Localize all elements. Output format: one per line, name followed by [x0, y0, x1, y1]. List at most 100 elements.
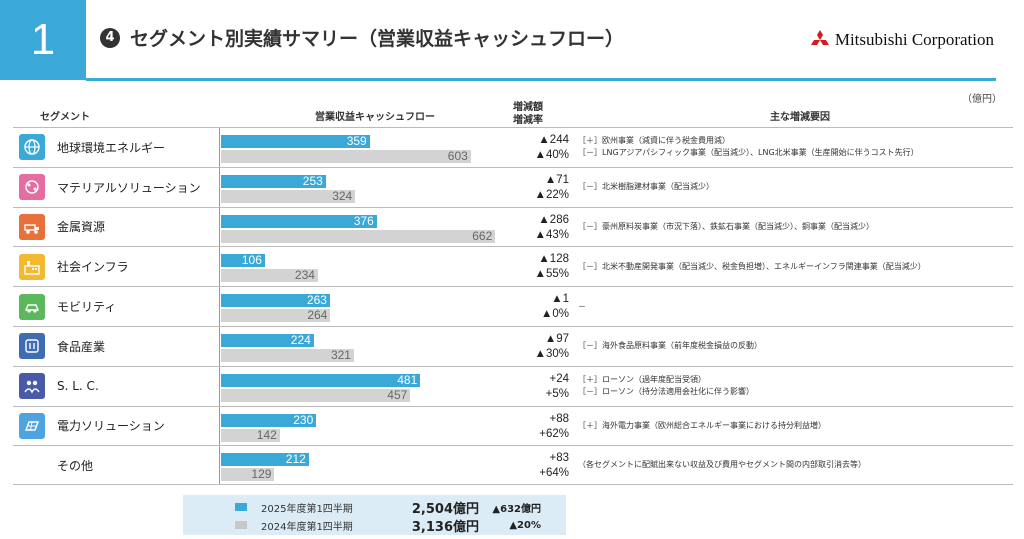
- bar-current: 230: [221, 413, 317, 427]
- legend-label-previous: 2024年度第1四半期: [261, 521, 353, 533]
- legend-swatch-previous: [235, 521, 247, 529]
- factor-line: ［－］北米不動産開発事業（配当減少、税金負担増）、エネルギーインフラ関連事業（配…: [578, 261, 926, 271]
- factor-line: ［－］北米樹脂建材事業（配当減少）: [578, 182, 714, 192]
- segment-table: 地球環境エネルギー 359 603 ▲244 ▲40% ［＋］欧州事業（減資に伴う税金費用…: [13, 127, 1013, 486]
- column-header-cashflow: 営業収益キャッシュフロー: [315, 112, 435, 123]
- bar-value-label: 263: [306, 293, 327, 308]
- table-row: 地球環境エネルギー 359 603 ▲244 ▲40% ［＋］欧州事業（減資に伴う税金費用…: [13, 127, 1013, 167]
- bar-previous: 142: [221, 428, 280, 442]
- factors-cell: －: [578, 287, 1008, 326]
- table-row: 食品産業 224 321 ▲97 ▲30% ［－］海外食品原料事業（前年度税金損益の反動）: [13, 326, 1013, 366]
- bar-value-label: 324: [332, 188, 353, 203]
- segment-name: モビリティ: [57, 300, 117, 315]
- segment-name: マテリアルソリューション: [57, 180, 201, 195]
- bar-previous: 321: [221, 349, 354, 362]
- three-diamonds-icon: [810, 30, 829, 50]
- change-cell: +83 +64%: [493, 451, 569, 481]
- change-cell: ▲97 ▲30%: [493, 332, 569, 362]
- change-amount: +83: [549, 452, 569, 465]
- bar-value-label: 481: [397, 372, 418, 387]
- factor-line: （各セグメントに配賦出来ない収益及び費用やセグメント間の内部取引消去等）: [578, 460, 866, 470]
- bar-previous: 234: [221, 269, 318, 283]
- factor-line: ［＋］欧州事業（減資に伴う税金費用減）: [578, 136, 730, 146]
- factors-cell: ［－］北米樹脂建材事業（配当減少）: [578, 168, 1008, 207]
- bar-previous: 603: [221, 150, 471, 163]
- bar-previous: 662: [221, 229, 496, 243]
- bar-area: 106 234: [221, 247, 511, 286]
- factors-cell: ［＋］欧州事業（減資に伴う税金費用減） ［－］LNGアジアパシフィック事業（配当減…: [578, 128, 1008, 167]
- section-number: 1: [30, 15, 56, 64]
- change-amount: ▲1: [551, 293, 569, 306]
- table-row: その他 212 129 +83 +64% （各セグメントに配賦出来ない収益及び費用やセグメ…: [13, 445, 1013, 486]
- change-cell: ▲244 ▲40%: [493, 133, 569, 163]
- change-rate: +64%: [539, 467, 569, 480]
- change-cell: ▲128 ▲55%: [493, 252, 569, 282]
- factors-cell: （各セグメントに配賦出来ない収益及び費用やセグメント間の内部取引消去等）: [578, 446, 1008, 484]
- table-row: マテリアルソリューション 253 324 ▲71 ▲22% ［－］北米樹脂建材事業（配当減…: [13, 166, 1013, 207]
- bar-previous: 324: [221, 188, 356, 203]
- icon-placeholder: [19, 452, 45, 478]
- total-current: 2,504億円: [411, 501, 479, 517]
- legend: 2025年度第1四半期 2,504億円 ▲632億円 2024年度第1四半期 3…: [183, 495, 566, 535]
- segment-name: その他: [57, 458, 94, 473]
- bar-current: 253: [221, 174, 326, 188]
- segment-name: 食品産業: [57, 339, 106, 354]
- change-amount: +88: [549, 412, 569, 425]
- materials-icon: [19, 174, 45, 201]
- circle-number: 4: [100, 27, 120, 48]
- bar-area: 359 603: [221, 128, 511, 167]
- segment-cell: マテリアルソリューション: [13, 167, 220, 207]
- bar-value-label: 264: [307, 308, 328, 323]
- table-row: 金属資源 376 662 ▲286 ▲43% ［－］豪州原料炭事業（市況下落）、鉄鉱石事業…: [13, 206, 1013, 247]
- factor-line: ［－］LNGアジアパシフィック事業（配当減少）、LNG北米事業（生産開始に伴うコ…: [578, 148, 919, 158]
- factors-cell: ［－］豪州原料炭事業（市況下落）、鉄鉱石事業（配当減少）、銅事業（配当減少）: [578, 208, 1008, 247]
- bar-area: 230 142: [221, 407, 511, 446]
- change-cell: +24 +5%: [493, 372, 569, 402]
- total-previous: 3,136億円: [411, 519, 479, 535]
- factor-line: ［－］海外食品原料事業（前年度税金損益の反動）: [578, 341, 762, 351]
- car-icon: [19, 293, 45, 320]
- factor-line: ［－］ローソン（持分法適用会社化に伴う影響）: [578, 387, 754, 397]
- people-icon: [19, 373, 45, 400]
- legend-swatch-current: [235, 503, 247, 511]
- company-name: Mitsubishi Corporation: [834, 30, 994, 49]
- bar-current: 376: [221, 214, 377, 228]
- bar-value-label: 321: [330, 348, 351, 362]
- factors-cell: ［－］北米不動産開発事業（配当減少、税金負担増）、エネルギーインフラ関連事業（配…: [578, 247, 1008, 286]
- factor-line: ［＋］ローソン（過年度配当受領）: [578, 375, 706, 385]
- factor-line: －: [578, 301, 586, 311]
- globe-icon: [19, 134, 45, 161]
- change-rate: ▲43%: [534, 228, 569, 241]
- table-row: モビリティ 263 264 ▲1 ▲0% －: [13, 286, 1013, 326]
- company-logo: Mitsubishi Corporation: [809, 30, 994, 50]
- segment-cell: S. L. C.: [13, 366, 220, 406]
- segment-cell: その他: [13, 446, 220, 485]
- change-rate: +5%: [545, 387, 569, 400]
- segment-cell: 社会インフラ: [13, 247, 220, 287]
- table-row: 電力ソリューション 230 142 +88 +62% ［＋］海外電力事業（欧州総合エネルギ…: [13, 405, 1013, 446]
- segment-name: 金属資源: [57, 220, 106, 235]
- bar-previous: 457: [221, 388, 411, 402]
- change-rate: +62%: [539, 427, 569, 440]
- solar-panel-icon: [19, 412, 45, 439]
- change-rate: ▲22%: [534, 188, 569, 201]
- change-rate: ▲0%: [540, 308, 569, 321]
- change-cell: ▲1 ▲0%: [493, 292, 569, 322]
- factory-icon: [19, 253, 45, 280]
- change-rate: ▲40%: [534, 149, 569, 161]
- change-cell: ▲71 ▲22%: [493, 173, 569, 203]
- change-rate: ▲55%: [534, 268, 569, 281]
- bar-current: 359: [221, 135, 370, 148]
- column-header-change-amount: 増減額: [513, 102, 543, 113]
- page-title: セグメント別実績サマリー（営業収益キャッシュフロー）: [130, 28, 625, 50]
- bar-value-label: 129: [251, 467, 272, 482]
- segment-name: 社会インフラ: [57, 260, 129, 275]
- segment-cell: 金属資源: [13, 207, 220, 247]
- segment-cell: 電力ソリューション: [13, 406, 220, 446]
- unit-label: （億円）: [962, 94, 1002, 105]
- legend-current: 2025年度第1四半期 2,504億円 ▲632億円: [183, 498, 566, 517]
- change-amount: ▲286: [538, 213, 569, 226]
- bar-value-label: 106: [241, 253, 262, 268]
- bar-value-label: 359: [346, 134, 367, 148]
- column-header-factors: 主な増減要因: [770, 112, 830, 123]
